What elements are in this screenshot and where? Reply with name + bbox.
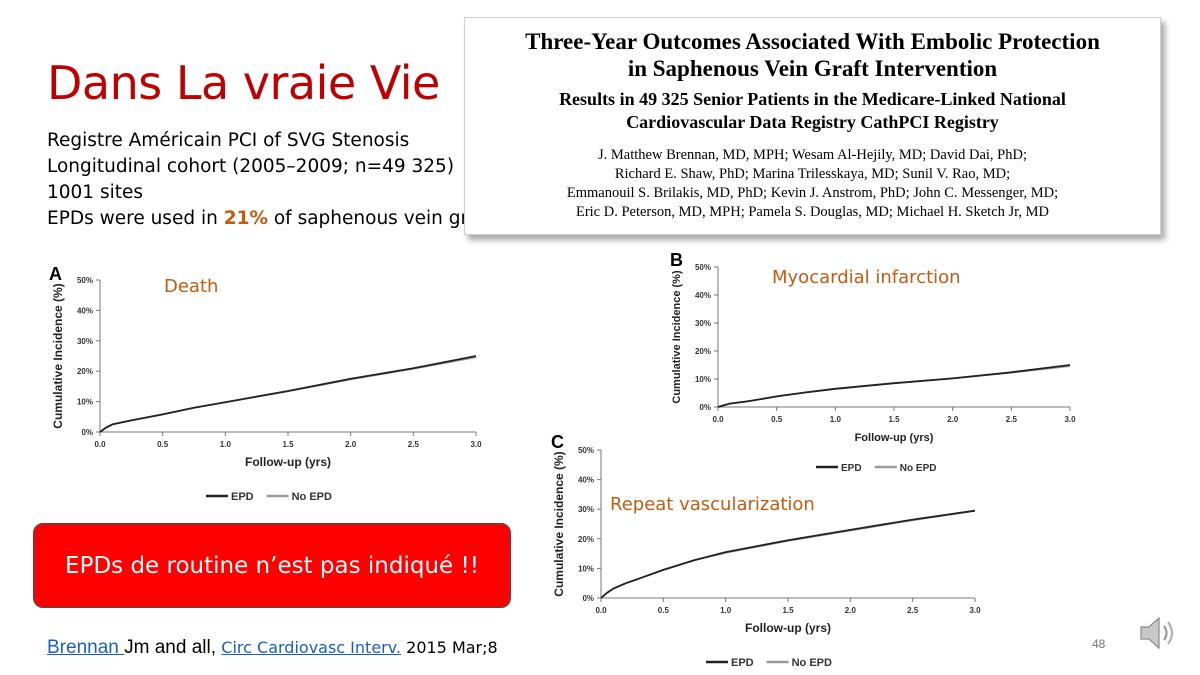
y-axis-label: Cumulative Incidence (%) (51, 283, 65, 428)
x-tick-label: 3.0 (470, 440, 482, 449)
legend-entry: EPD (231, 491, 254, 503)
chart-death: 0% 10% 20% 30% 40% 50% 0.0 0.5 1.0 1.5 2.0 2.5 3.0 Fo… (51, 276, 482, 503)
y-tick-label: 50% (578, 446, 594, 455)
series-line-no-epd (600, 509, 976, 599)
paper-authors: J. Matthew Brennan, MD, MPH; Wesam Al-He… (465, 146, 1160, 222)
x-axis-label: Follow-up (yrs) (855, 432, 934, 444)
x-tick-label: 2.5 (408, 440, 420, 449)
bullet-prefix: EPDs were used in (47, 208, 224, 229)
x-tick-label: 3.0 (1064, 415, 1076, 424)
speaker-icon[interactable] (1137, 613, 1181, 653)
x-tick-label: 0.5 (658, 606, 670, 615)
y-tick-label: 30% (77, 337, 93, 346)
y-tick-label: 30% (578, 505, 594, 514)
x-tick-label: 0.0 (94, 440, 106, 449)
paper-subtitle-line: Cardiovascular Data Registry CathPCI Reg… (626, 112, 999, 132)
citation-author-link[interactable]: Brennan (47, 637, 125, 658)
chart-label-repeat-vascularization: Repeat vascularization (610, 494, 815, 515)
y-tick-label: 20% (695, 347, 711, 356)
x-tick-label: 0.0 (595, 606, 607, 615)
legend-entry: EPD (841, 463, 862, 474)
series-line-epd (717, 364, 1071, 408)
x-tick-label: 3.0 (969, 606, 981, 615)
y-tick-label: 0% (81, 428, 93, 437)
citation: Brennan Jm and all, Circ Cardiovasc Inte… (47, 637, 498, 659)
y-tick-label: 50% (77, 276, 93, 285)
legend-entry: No EPD (792, 657, 832, 669)
x-tick-label: 2.5 (907, 606, 919, 615)
x-tick-label: 1.5 (782, 606, 794, 615)
chart-label-death: Death (164, 276, 219, 297)
slide-title: Dans La vraie Vie (47, 56, 440, 110)
legend-entry: No EPD (900, 463, 937, 474)
y-tick-label: 20% (578, 535, 594, 544)
y-tick-label: 0% (699, 403, 711, 412)
series-line-epd (99, 355, 477, 433)
y-tick-label: 10% (77, 398, 93, 407)
registry-description: Registre Américain PCI of SVG Stenosis L… (47, 128, 503, 232)
y-tick-label: 50% (695, 263, 711, 272)
y-tick-label: 0% (582, 594, 594, 603)
y-tick-label: 30% (695, 319, 711, 328)
author-line: J. Matthew Brennan, MD, MPH; Wesam Al-He… (598, 147, 1027, 163)
x-tick-label: 0.5 (771, 415, 783, 424)
paper-header: Three-Year Outcomes Associated With Embo… (464, 17, 1161, 235)
y-axis-label: Cumulative Incidence (%) (671, 270, 683, 404)
epd-usage-percent: 21% (223, 208, 268, 229)
x-tick-label: 1.0 (830, 415, 842, 424)
citation-rest: Jm and all (124, 637, 211, 658)
chart-repeat-vascularization: 0% 10% 20% 30% 40% 50% 0.0 0.5 1.0 1.5 2.0 2.5 3.0 Fo… (552, 446, 981, 669)
series-line-no-epd (99, 356, 477, 433)
y-tick-label: 10% (695, 375, 711, 384)
y-tick-label: 40% (578, 476, 594, 485)
conclusion-alert-text: EPDs de routine n’est pas indiqué !! (65, 552, 479, 579)
x-axis-label: Follow-up (yrs) (745, 621, 831, 635)
bullet-suffix: of saphenous vein grafts (267, 208, 503, 229)
panel-label-c: C (551, 432, 564, 452)
chart-myocardial-infarction: 0% 10% 20% 30% 40% 50% 0.0 0.5 1.0 1.5 2.0 2.5 3.0 Fo… (671, 263, 1076, 474)
citation-journal-link[interactable]: Circ Cardiovasc Interv. (221, 638, 402, 657)
legend-entry: EPD (731, 657, 754, 669)
x-tick-label: 1.0 (720, 606, 732, 615)
bullet-line: 1001 sites (47, 182, 144, 203)
y-axis-label: Cumulative Incidence (%) (552, 451, 566, 596)
conclusion-alert: EPDs de routine n’est pas indiqué !! (33, 523, 511, 608)
bullet-line: Registre Américain PCI of SVG Stenosis (47, 130, 410, 151)
legend-entry: No EPD (292, 491, 332, 503)
paper-subtitle-line: Results in 49 325 Senior Patients in the… (559, 89, 1066, 109)
bullet-line: Longitudinal cohort (2005–2009; n=49 325… (47, 156, 455, 177)
author-line: Richard E. Shaw, PhD; Marina Trilesskaya… (614, 166, 1011, 182)
citation-date: 2015 Mar;8 (401, 638, 498, 657)
panel-label-b: B (670, 250, 683, 270)
y-tick-label: 40% (77, 306, 93, 315)
series-line-epd (600, 509, 976, 599)
paper-title: Three-Year Outcomes Associated With Embo… (465, 28, 1160, 82)
y-tick-label: 20% (77, 367, 93, 376)
paper-title-line: Three-Year Outcomes Associated With Embo… (525, 29, 1100, 54)
x-tick-label: 2.0 (845, 606, 857, 615)
panel-label-a: A (49, 264, 62, 284)
author-line: Eric D. Peterson, MD, MPH; Pamela S. Dou… (575, 204, 1050, 220)
x-axis-label: Follow-up (yrs) (245, 455, 331, 469)
x-tick-label: 2.5 (1006, 415, 1018, 424)
y-tick-label: 40% (695, 291, 711, 300)
page-number: 48 (1092, 637, 1106, 651)
x-tick-label: 2.0 (947, 415, 959, 424)
paper-title-line: in Saphenous Vein Graft Intervention (627, 56, 998, 81)
author-line: Emmanouil S. Brilakis, MD, PhD; Kevin J.… (566, 185, 1059, 201)
x-tick-label: 1.5 (282, 440, 294, 449)
x-tick-label: 0.5 (157, 440, 169, 449)
x-tick-label: 1.5 (888, 415, 900, 424)
y-tick-label: 10% (578, 564, 594, 573)
chart-label-myocardial-infarction: Myocardial infarction (772, 267, 961, 288)
x-tick-label: 2.0 (345, 440, 357, 449)
x-tick-label: 1.0 (220, 440, 232, 449)
bullet-line-epd-usage: EPDs were used in 21% of saphenous vein … (47, 206, 503, 232)
citation-sep: , (210, 637, 222, 658)
paper-subtitle: Results in 49 325 Senior Patients in the… (465, 88, 1160, 134)
x-tick-label: 0.0 (712, 415, 724, 424)
